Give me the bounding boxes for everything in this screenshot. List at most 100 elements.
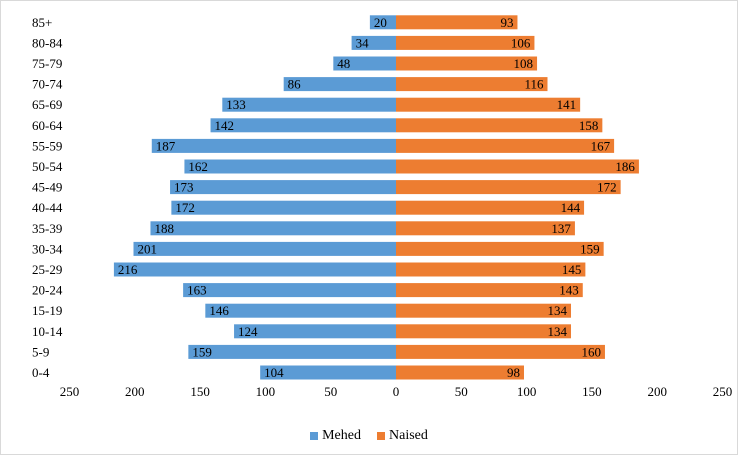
legend-swatch-naised (377, 432, 385, 440)
legend-item-naised: Naised (377, 428, 428, 444)
data-label-mehed: 86 (288, 77, 302, 92)
bar-mehed (333, 56, 396, 71)
data-label-mehed: 162 (188, 159, 208, 174)
y-tick-label: 50-54 (32, 159, 63, 174)
data-label-mehed: 104 (264, 365, 284, 380)
data-label-mehed: 146 (209, 303, 229, 318)
bar-naised (396, 15, 518, 30)
bar-mehed (150, 221, 396, 236)
bar-naised (396, 56, 538, 71)
bar-naised (396, 303, 572, 318)
y-tick-label: 35-39 (32, 221, 62, 236)
bar-naised (396, 344, 605, 359)
legend-label-mehed: Mehed (322, 428, 361, 443)
y-tick-label: 70-74 (32, 77, 63, 92)
x-tick-label: 250 (60, 384, 80, 399)
y-tick-label: 10-14 (32, 324, 63, 339)
x-tick-label: 150 (582, 384, 602, 399)
bar-mehed (260, 365, 396, 380)
y-tick-label: 0-4 (32, 365, 50, 380)
data-label-mehed: 173 (174, 180, 194, 195)
bar-mehed (205, 303, 396, 318)
bar-naised (396, 365, 524, 380)
bar-naised (396, 283, 583, 298)
bar-mehed (113, 262, 397, 277)
y-tick-label: 15-19 (32, 303, 62, 318)
legend-item-mehed: Mehed (310, 428, 361, 444)
y-tick-label: 45-49 (32, 180, 62, 195)
data-label-mehed: 163 (187, 283, 207, 298)
legend-label-naised: Naised (389, 428, 428, 443)
data-label-naised: 134 (548, 324, 568, 339)
bar-naised (396, 262, 586, 277)
bar-mehed (171, 200, 396, 215)
x-tick-label: 50 (324, 384, 337, 399)
y-tick-label: 25-29 (32, 262, 62, 277)
bar-naised (396, 77, 548, 92)
y-tick-label: 60-64 (32, 118, 63, 133)
bar-mehed (151, 138, 396, 153)
data-label-naised: 98 (507, 365, 520, 380)
data-label-mehed: 34 (356, 35, 370, 50)
legend-swatch-mehed (310, 432, 319, 440)
data-label-naised: 141 (557, 97, 577, 112)
data-label-mehed: 187 (156, 138, 176, 153)
bar-naised (396, 200, 585, 215)
data-label-naised: 106 (511, 35, 531, 50)
data-label-naised: 143 (559, 283, 579, 298)
y-tick-label: 30-34 (32, 241, 63, 256)
data-label-mehed: 142 (215, 118, 235, 133)
bar-mehed (170, 180, 396, 195)
bar-mehed (369, 15, 396, 30)
bar-naised (396, 35, 535, 50)
bar-naised (396, 221, 575, 236)
data-label-mehed: 48 (337, 56, 350, 71)
data-label-naised: 160 (581, 344, 601, 359)
data-label-naised: 159 (580, 241, 600, 256)
x-tick-label: 50 (455, 384, 468, 399)
bar-labels-group: 104 98 159 160 124 134 146 134 163 143 216 145 201 15… (118, 15, 636, 380)
data-label-naised: 158 (579, 118, 599, 133)
data-label-mehed: 133 (226, 97, 246, 112)
bar-mehed (283, 77, 396, 92)
bar-naised (396, 324, 572, 339)
bar-mehed (133, 241, 396, 256)
y-tick-label: 85+ (32, 15, 52, 30)
x-tick-label: 250 (713, 384, 733, 399)
data-label-mehed: 188 (154, 221, 174, 236)
data-label-naised: 167 (591, 138, 611, 153)
y-tick-label: 40-44 (32, 200, 63, 215)
bar-naised (396, 159, 639, 174)
x-tick-label: 0 (393, 384, 400, 399)
data-label-mehed: 124 (238, 324, 258, 339)
y-tick-label: 55-59 (32, 138, 62, 153)
y-tick-label: 75-79 (32, 56, 62, 71)
bar-mehed (184, 159, 396, 174)
data-label-mehed: 20 (374, 15, 387, 30)
x-tick-label: 200 (125, 384, 145, 399)
legend: Mehed Naised (0, 426, 738, 446)
y-tick-label: 80-84 (32, 35, 63, 50)
y-tick-label: 5-9 (32, 344, 49, 359)
bar-naised (396, 138, 615, 153)
data-label-mehed: 159 (192, 344, 212, 359)
x-axis-labels: 250 200 150 100 50 0 50 100 150 200 250 (60, 384, 733, 399)
data-label-naised: 93 (500, 15, 513, 30)
data-label-naised: 145 (562, 262, 582, 277)
data-label-naised: 137 (551, 221, 571, 236)
data-label-naised: 116 (524, 77, 544, 92)
data-label-naised: 172 (597, 180, 617, 195)
data-label-naised: 144 (561, 200, 581, 215)
y-tick-label: 20-24 (32, 283, 63, 298)
bar-mehed (188, 344, 396, 359)
bar-naised (396, 241, 604, 256)
bar-mehed (222, 97, 396, 112)
data-label-naised: 108 (514, 56, 534, 71)
data-label-mehed: 216 (118, 262, 138, 277)
data-label-naised: 134 (548, 303, 568, 318)
bar-mehed (234, 324, 396, 339)
bar-naised (396, 180, 621, 195)
x-tick-label: 100 (256, 384, 276, 399)
bar-mehed (351, 35, 396, 50)
data-label-naised: 186 (615, 159, 635, 174)
